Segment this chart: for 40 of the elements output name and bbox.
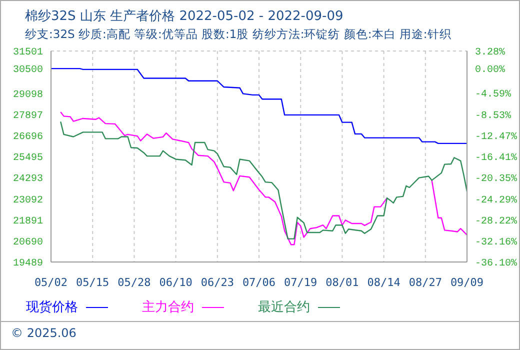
y2-tick-label: -4.59% <box>475 90 512 101</box>
y-tick-label: 21891 <box>12 216 43 228</box>
y-tick-label: 24293 <box>12 174 43 186</box>
x-tick-label: 07/19 <box>284 276 318 289</box>
chart-title: 棉纱32S 山东 生产者价格 2022-05-02 - 2022-09-09 <box>25 8 344 25</box>
x-tick-label: 08/14 <box>367 276 401 289</box>
x-tick-label: 07/06 <box>242 276 276 289</box>
x-tick-label: 08/27 <box>408 276 442 289</box>
y2-tick-label: 0.00% <box>475 65 506 76</box>
y-tick-label: 29098 <box>12 90 43 101</box>
legend-label: 最近合约 <box>258 299 310 316</box>
chart-subtitle: 纱支:32S 纱质:高配 等级:优等品 股数:1股 纺纱方法:环锭纺 颜色:本白 用途:针织 <box>25 27 452 42</box>
legend-label: 主力合约 <box>142 299 194 316</box>
y-tick-label: 23092 <box>12 195 43 206</box>
y2-tick-label: 3.28% <box>475 48 506 59</box>
y2-tick-label: -12.47% <box>475 132 518 143</box>
y-tick-label: 31501 <box>12 48 43 59</box>
y2-tick-label: -36.10% <box>475 258 518 270</box>
x-tick-label: 06/23 <box>200 276 234 289</box>
x-tick-label: 05/28 <box>118 276 151 289</box>
x-tick-label: 05/15 <box>76 276 110 289</box>
legend-label: 现货价格 <box>26 299 78 316</box>
y2-tick-label: -16.41% <box>475 153 518 164</box>
line-series <box>51 68 467 144</box>
y2-tick-label: -8.53% <box>475 110 512 122</box>
y-tick-label: 26696 <box>12 132 43 143</box>
y-tick-label: 19489 <box>12 258 43 270</box>
x-tick-label: 06/10 <box>159 276 192 289</box>
x-tick-label: 08/01 <box>326 276 359 289</box>
y-tick-label: 30500 <box>12 65 43 76</box>
y-tick-label: 25495 <box>12 153 43 164</box>
x-tick-label: 05/02 <box>34 276 68 289</box>
y-tick-label: 27897 <box>12 110 43 122</box>
y2-tick-label: -24.29% <box>475 195 518 206</box>
y2-tick-label: -20.35% <box>475 174 518 186</box>
y2-tick-label: -28.22% <box>475 216 518 228</box>
y2-tick-label: -32.16% <box>475 237 518 248</box>
text: © 2025.06 <box>11 326 76 340</box>
x-tick-label: 09/09 <box>450 276 484 289</box>
y-tick-label: 20690 <box>12 237 43 248</box>
